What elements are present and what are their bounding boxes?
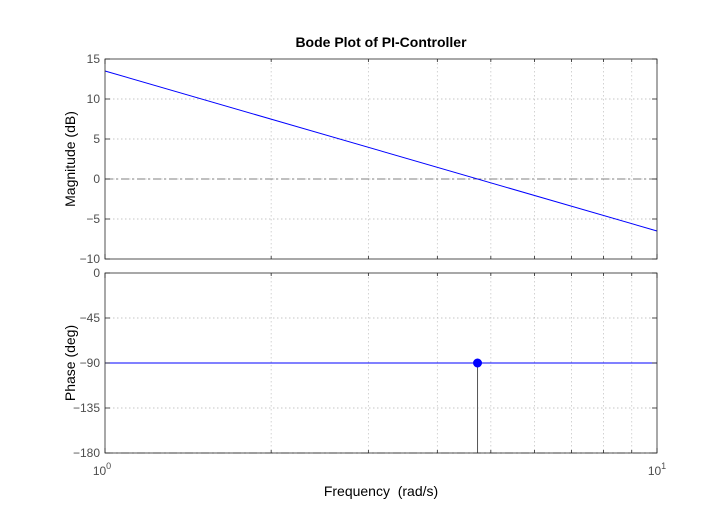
x-tick-exponent: 1 xyxy=(661,461,666,471)
x-axis-label: Frequency (rad/s) xyxy=(324,483,438,499)
phase-axes: 0 −45 −90 −135 −180 Phase (deg) xyxy=(62,266,658,460)
x-tick-exponent: 0 xyxy=(106,461,111,471)
y-tick-label: −45 xyxy=(80,311,101,325)
y-tick-label: −10 xyxy=(80,252,101,266)
data-marker xyxy=(473,358,483,368)
y-tick-label: 5 xyxy=(93,132,100,146)
y-tick-label: −90 xyxy=(80,356,101,370)
svg-text:100: 100 xyxy=(93,461,111,478)
y-tick-label: 10 xyxy=(87,92,101,106)
y-tick-label: 0 xyxy=(93,172,100,186)
plot-background xyxy=(105,59,657,259)
chart-title: Bode Plot of PI-Controller xyxy=(295,34,467,50)
x-tick-label-1e1: 101 xyxy=(648,461,666,478)
axes-frame xyxy=(104,58,658,260)
y-tick-label: −135 xyxy=(73,401,100,415)
y-tick-label: −5 xyxy=(86,212,100,226)
y-tick-label: 0 xyxy=(93,266,100,280)
y-axis-label: Magnitude (dB) xyxy=(62,111,78,207)
data-line xyxy=(104,70,658,232)
y-tick-label: −180 xyxy=(73,446,100,460)
svg-text:101: 101 xyxy=(648,461,666,478)
x-tick-base: 10 xyxy=(648,464,662,478)
y-tick-label: 15 xyxy=(87,52,101,66)
x-tick-base: 10 xyxy=(93,464,107,478)
magnitude-axes: 15 10 5 0 −5 −10 Magnitude (dB) xyxy=(62,52,658,266)
y-axis-label: Phase (deg) xyxy=(62,325,78,401)
x-tick-label-1e0: 100 xyxy=(93,461,111,478)
